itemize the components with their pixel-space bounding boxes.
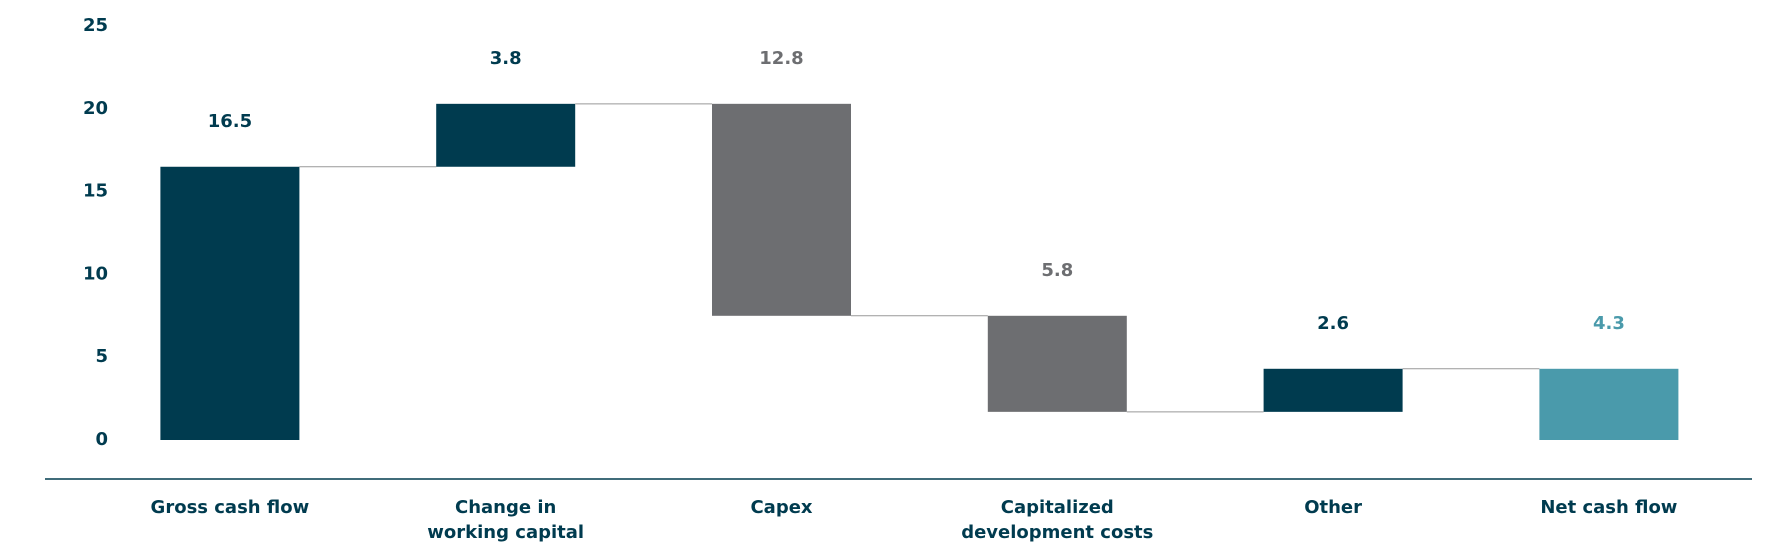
x-tick-label: Gross cash flow bbox=[150, 497, 310, 518]
x-tick-label: Other bbox=[1304, 497, 1362, 518]
x-tick-label: Capex bbox=[750, 497, 813, 518]
y-tick-label: 25 bbox=[83, 15, 108, 36]
y-tick-label: 20 bbox=[83, 98, 108, 119]
value-label: 2.6 bbox=[1317, 313, 1349, 334]
y-tick-label: 5 bbox=[95, 346, 108, 367]
y-tick-label: 0 bbox=[95, 429, 108, 450]
y-tick-label: 15 bbox=[83, 181, 108, 202]
bar bbox=[712, 103, 851, 316]
value-label: 16.5 bbox=[208, 111, 252, 132]
x-tick-label: Change in working capital bbox=[427, 497, 585, 543]
bar bbox=[160, 166, 300, 440]
y-tick-label: 10 bbox=[83, 263, 108, 284]
bar bbox=[987, 315, 1127, 412]
value-label: 4.3 bbox=[1593, 313, 1625, 334]
x-tick-label: Net cash flow bbox=[1540, 497, 1678, 518]
value-label: 5.8 bbox=[1041, 260, 1073, 281]
x-tick-label: Capitalized development costs bbox=[961, 497, 1154, 543]
value-label: 3.8 bbox=[490, 48, 522, 69]
value-label: 12.8 bbox=[759, 48, 803, 69]
bar bbox=[436, 103, 576, 167]
bar bbox=[1539, 368, 1679, 440]
bar bbox=[1263, 368, 1403, 412]
